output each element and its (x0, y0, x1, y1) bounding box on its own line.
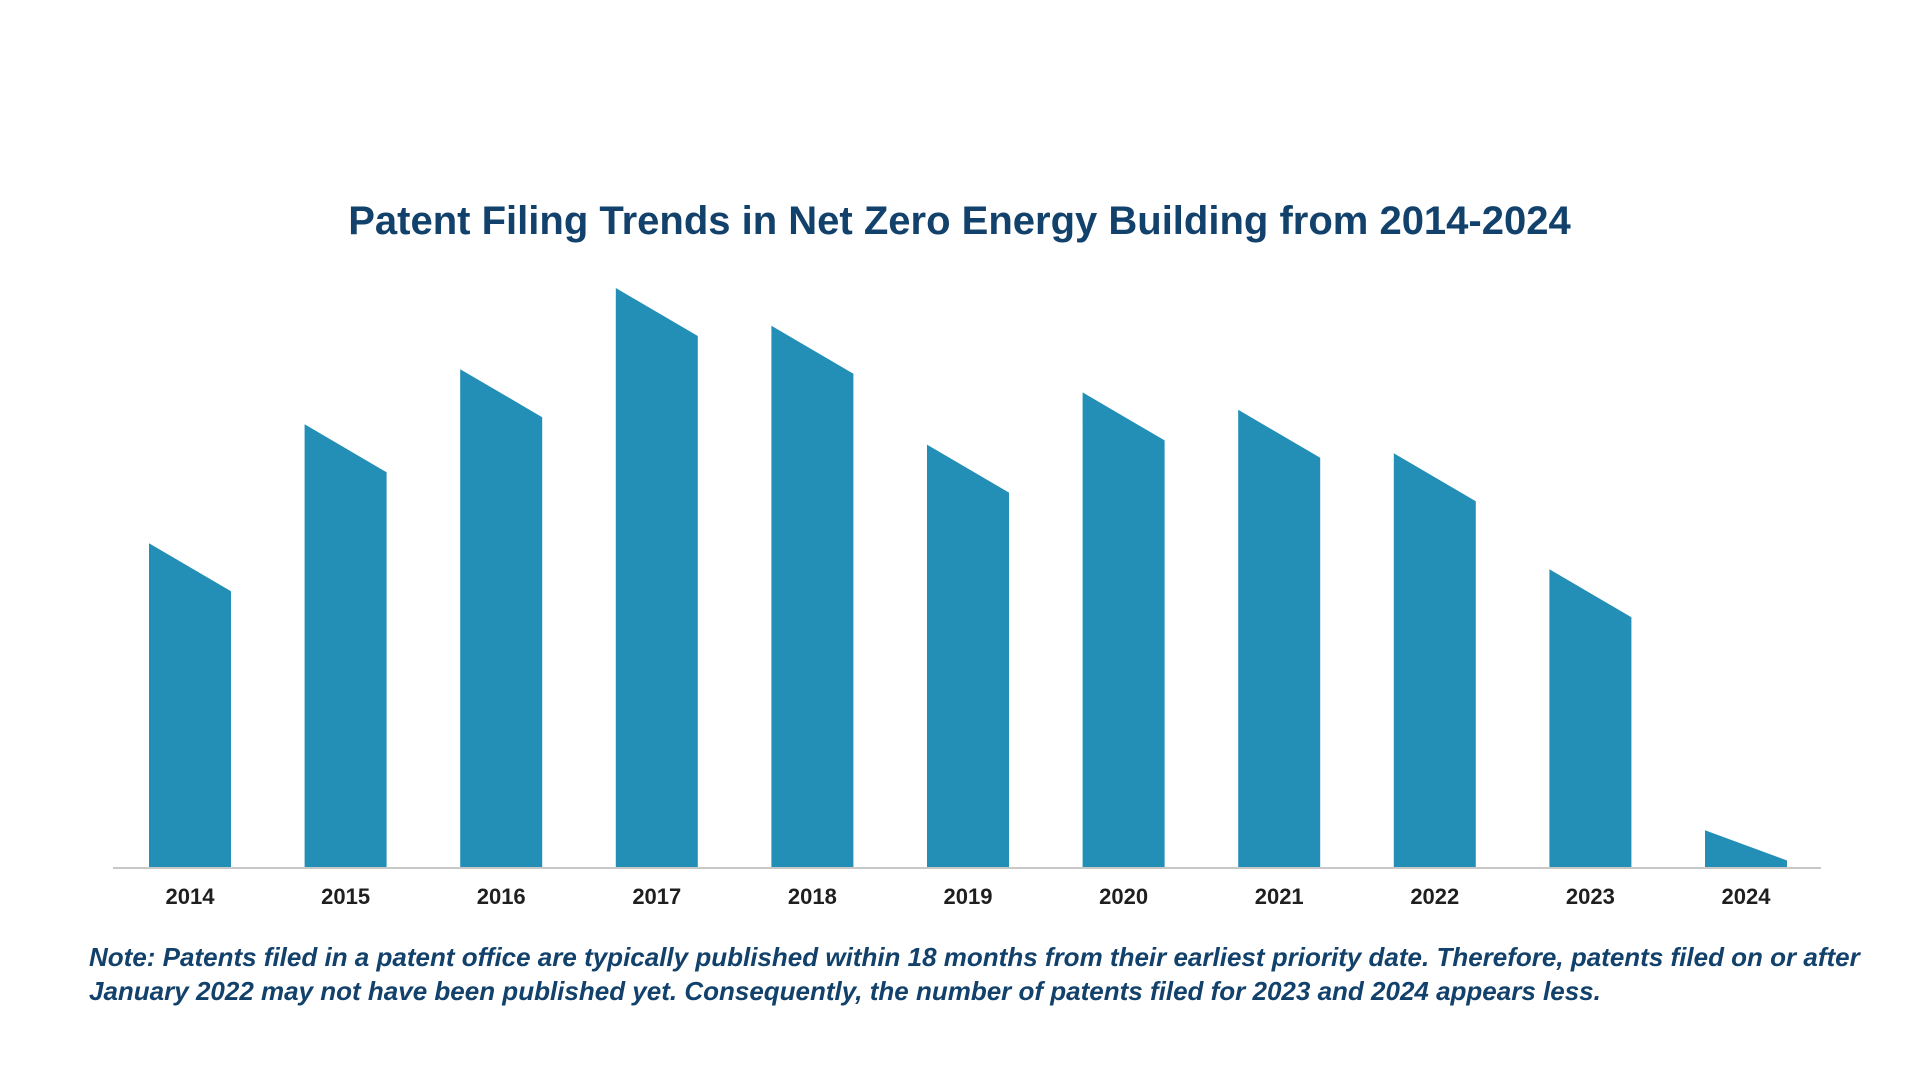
x-tick-label-2020: 2020 (1099, 884, 1148, 909)
x-tick-label-2018: 2018 (788, 884, 837, 909)
x-tick-label-2014: 2014 (166, 884, 216, 909)
x-tick-label-2015: 2015 (321, 884, 370, 909)
bar-2019 (927, 444, 1009, 868)
bar-2022 (1393, 453, 1476, 868)
bar-2016 (460, 369, 543, 868)
bar-2017 (615, 288, 698, 868)
bar-2024 (1705, 830, 1787, 868)
bar-2014 (149, 543, 231, 868)
bar-2023 (1549, 569, 1632, 868)
bar-2020 (1082, 392, 1165, 868)
x-tick-label-2019: 2019 (944, 884, 993, 909)
x-tick-label-2016: 2016 (477, 884, 526, 909)
bar-2018 (771, 325, 854, 868)
chart-title: Patent Filing Trends in Net Zero Energy … (348, 199, 1571, 243)
bar-2021 (1238, 409, 1321, 868)
x-tick-label-2023: 2023 (1566, 884, 1615, 909)
x-tick-labels: 2014 2015 2016 2017 2018 2019 2020 2021 2022 2023… (166, 884, 1772, 909)
x-tick-label-2024: 2024 (1722, 884, 1772, 909)
footnote: Note: Patents filed in a patent office a… (89, 942, 1860, 1006)
x-tick-label-2022: 2022 (1410, 884, 1459, 909)
x-tick-label-2021: 2021 (1255, 884, 1304, 909)
bars-group (149, 288, 1787, 868)
x-tick-label-2017: 2017 (632, 884, 681, 909)
bar-2015 (304, 424, 387, 868)
